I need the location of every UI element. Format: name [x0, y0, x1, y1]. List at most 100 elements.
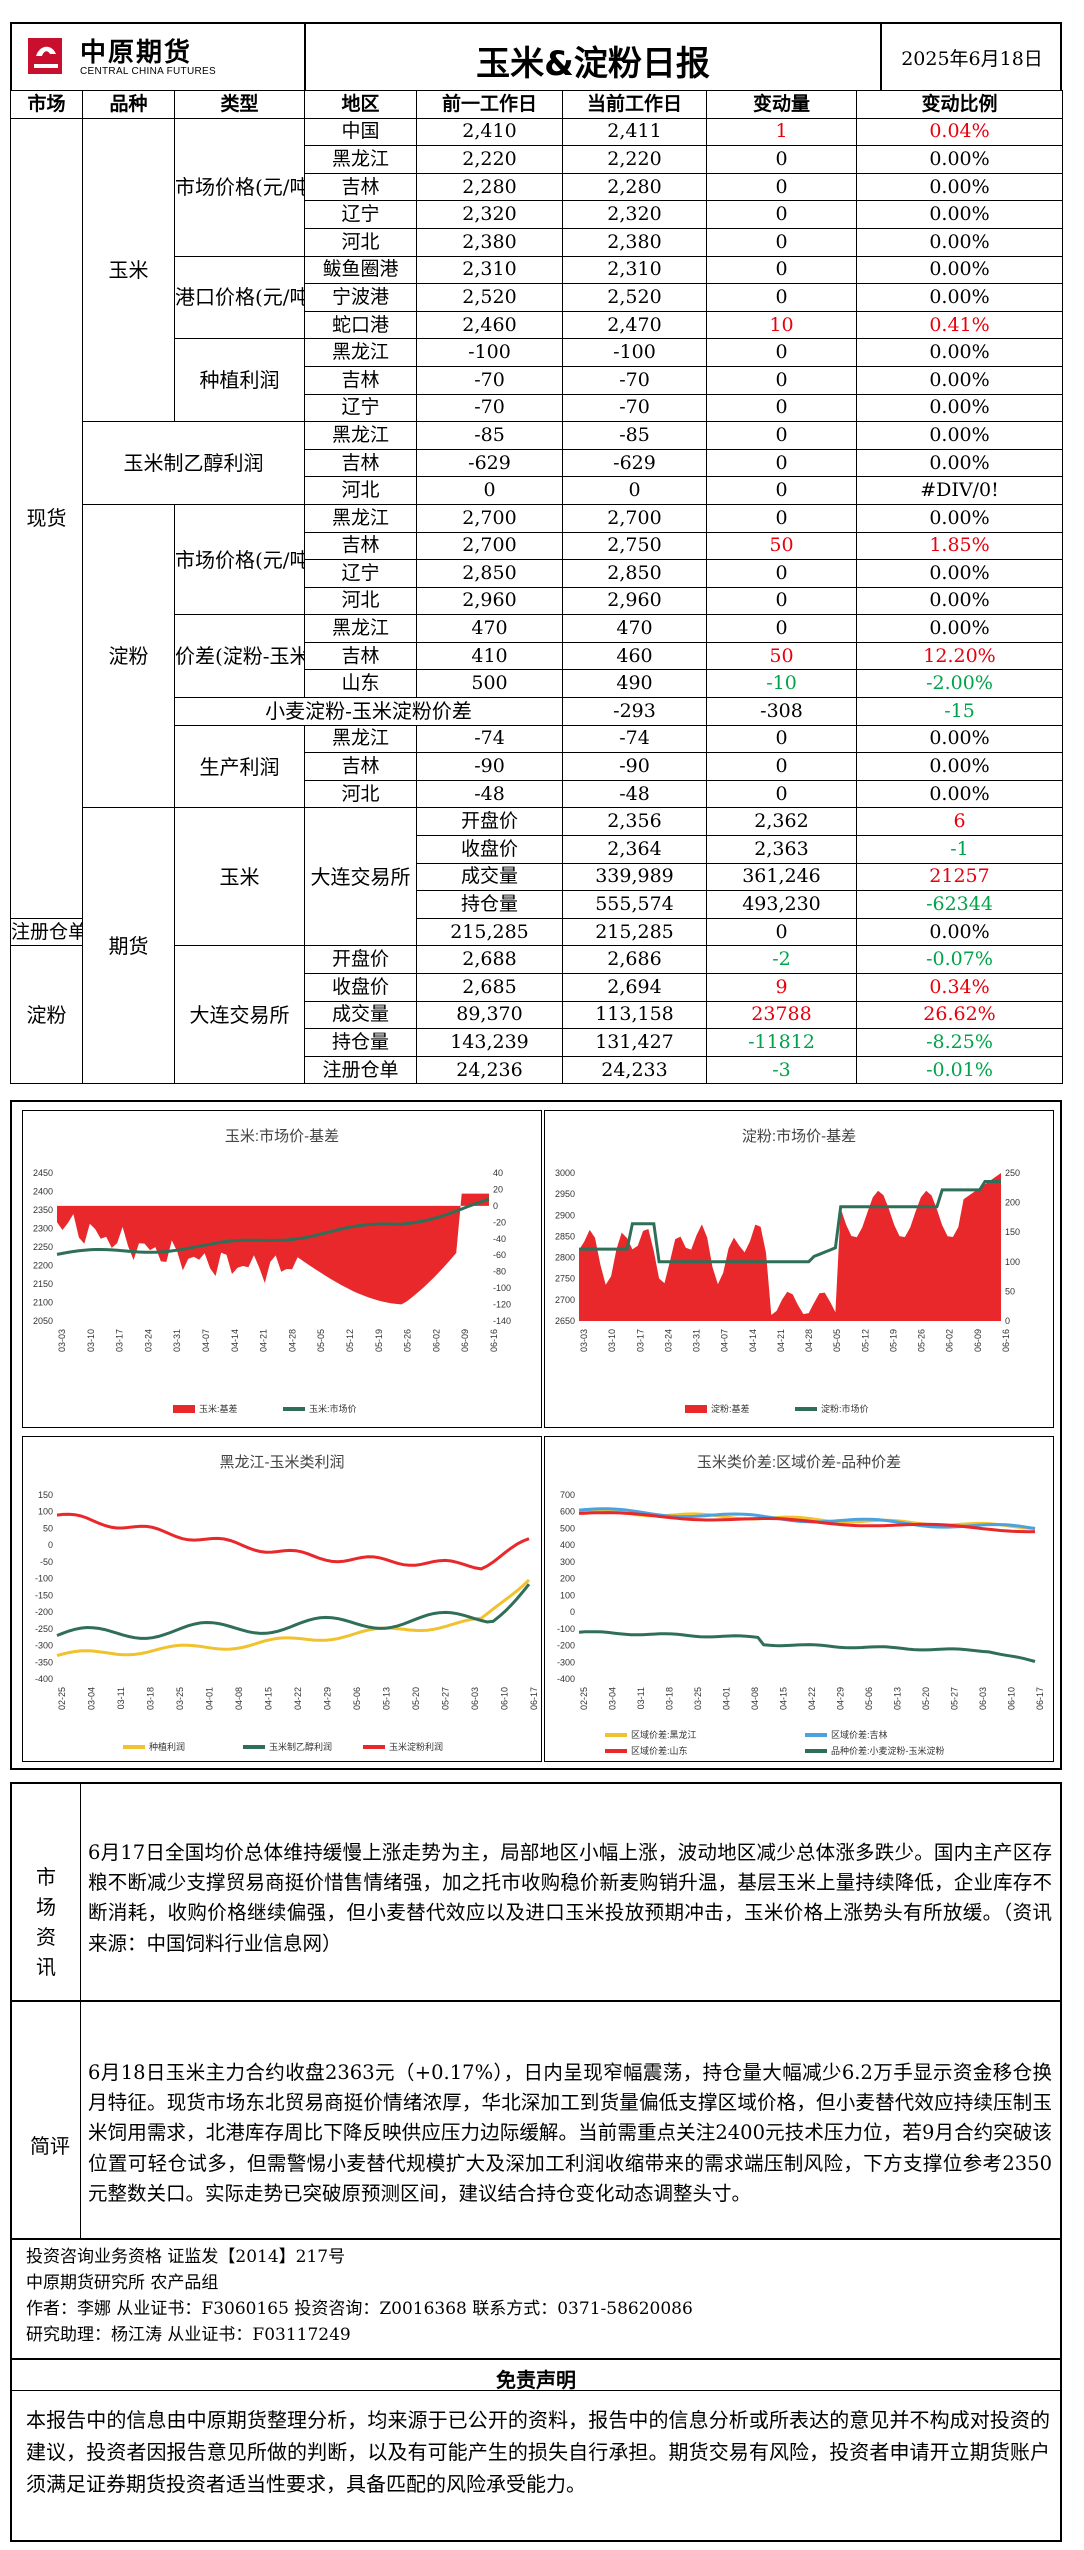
region-cell: 黑龙江	[304, 614, 417, 643]
curr-value: 361,246	[706, 862, 857, 892]
legend-label: 区域价差:山东	[631, 1745, 688, 1756]
change-pct: 0.00%	[856, 172, 1063, 202]
change-value: 0	[706, 476, 857, 505]
table-row: 吉林 -629 -629 0 0.00%	[11, 448, 1063, 478]
table-row: 现货 玉米 市场价格(元/吨) 中国 2,410 2,411 1 0.04%	[10, 117, 1063, 919]
curr-value: 2,686	[562, 945, 707, 974]
y-tick-label: 2100	[33, 1298, 53, 1308]
y-tick-label: -150	[35, 1590, 53, 1600]
disclaimer-section	[10, 2360, 1062, 2542]
change-pct: 0.00%	[856, 752, 1063, 781]
x-tick-label: 03-25	[175, 1687, 185, 1710]
change-pct: -0.01%	[856, 1055, 1063, 1085]
legend-label: 淀粉:市场价	[821, 1403, 869, 1414]
x-tick-label: 05-19	[888, 1329, 898, 1352]
curr-value: -48	[562, 779, 707, 809]
y2-tick-label: 100	[1005, 1257, 1020, 1267]
legend-label: 种植利润	[149, 1741, 185, 1752]
y2-tick-label: -120	[493, 1300, 511, 1310]
x-tick-label: 04-21	[259, 1329, 269, 1352]
report-date: 2025年6月18日	[901, 48, 1043, 70]
curr-value: 490	[562, 669, 707, 699]
y-tick-label: 2050	[33, 1316, 53, 1326]
wheat-starch-spread-line	[578, 1630, 1036, 1663]
y2-tick-label: 150	[1005, 1227, 1020, 1237]
x-tick-label: 03-17	[635, 1329, 645, 1352]
group-label: 小麦淀粉-玉米淀粉价差	[174, 697, 563, 726]
region-cell: 河北	[304, 476, 417, 505]
change-pct: 0.41%	[856, 310, 1063, 340]
change-pct: -0.07%	[856, 945, 1063, 974]
group-label: 大连交易所	[174, 945, 305, 1085]
change-value: 0	[706, 227, 857, 257]
y-tick-label: 0	[48, 1540, 53, 1550]
x-tick-label: 03-24	[143, 1329, 153, 1352]
region-cell: 吉林	[304, 172, 417, 202]
region-cell: 开盘价	[416, 807, 563, 837]
comment-text: 6月18日玉米主力合约收盘2363元（+0.17%），日内呈现窄幅震荡，持仓量大…	[88, 2061, 1052, 2205]
region-cell: 辽宁	[304, 559, 417, 588]
x-tick-label: 04-14	[748, 1329, 758, 1352]
table-row: 辽宁 2,850 2,850 0 0.00%	[11, 559, 1063, 588]
y-tick-label: -200	[557, 1641, 575, 1651]
prev-value: 470	[416, 614, 563, 643]
table-row: 价差(淀粉-玉米) 黑龙江 470 470 0 0.00%	[11, 614, 1063, 699]
chart-title: 淀粉:市场价-基差	[741, 1128, 857, 1145]
column-header: 变动比例	[856, 90, 1063, 119]
curr-value: 2,520	[562, 283, 707, 312]
y2-tick-label: 50	[1005, 1286, 1015, 1296]
column-header: 当前工作日	[562, 90, 707, 119]
logo: 中原期货 CENTRAL CHINA FUTURES	[22, 28, 292, 84]
change-value: 0	[706, 503, 857, 533]
region-cell: 收盘价	[304, 973, 417, 1002]
group-label: 玉米	[174, 807, 305, 947]
y-tick-label: 2850	[555, 1231, 575, 1241]
logo-en: CENTRAL CHINA FUTURES	[80, 66, 216, 77]
x-tick-label: 06-09	[973, 1329, 983, 1352]
prev-value: 0	[416, 476, 563, 505]
change-value: 50	[706, 531, 857, 561]
region-cell: 注册仓单	[10, 917, 83, 947]
x-tick-label: 06-03	[470, 1687, 480, 1710]
change-value: 0	[706, 724, 857, 754]
change-value: 50	[706, 641, 857, 671]
y-tick-label: 500	[560, 1523, 575, 1533]
y2-tick-label: -80	[493, 1267, 506, 1277]
x-tick-label: 04-07	[201, 1329, 211, 1352]
curr-value: 470	[562, 614, 707, 643]
change-pct: 0.00%	[856, 779, 1063, 809]
change-value: 9	[706, 973, 857, 1002]
x-tick-label: 05-19	[374, 1329, 384, 1352]
y-tick-label: 50	[43, 1523, 53, 1533]
y-tick-label: 600	[560, 1507, 575, 1517]
y2-tick-label: 250	[1005, 1168, 1020, 1178]
change-value: 0	[706, 586, 857, 616]
table-row: 生产利润 黑龙江 -74 -74 0 0.00%	[11, 724, 1063, 809]
prev-value: 143,239	[416, 1028, 563, 1057]
change-value: 0	[706, 393, 857, 423]
curr-value: -100	[562, 338, 707, 367]
x-tick-label: 04-29	[836, 1687, 846, 1710]
change-pct: 0.34%	[856, 973, 1063, 1002]
report-header	[10, 22, 1062, 90]
prev-value: 2,364	[562, 835, 707, 864]
y-tick-label: -100	[35, 1574, 53, 1584]
change-value: -15	[856, 697, 1063, 726]
curr-value: -74	[562, 724, 707, 754]
prev-value: 2,320	[416, 200, 563, 229]
y2-tick-label: -100	[493, 1283, 511, 1293]
curr-value: 24,233	[562, 1055, 707, 1085]
x-tick-label: 06-16	[489, 1329, 499, 1352]
x-tick-label: 03-18	[146, 1687, 156, 1710]
assistant: 研究助理：杨江涛 从业证书：F03117249	[26, 2325, 351, 2345]
table-row: 山东 500 490 -10 -2.00%	[11, 669, 1063, 699]
curr-value: -70	[562, 365, 707, 395]
region-cell: 黑龙江	[304, 421, 417, 450]
news-label: 市场资讯	[36, 1865, 56, 1979]
curr-value: 2,320	[562, 200, 707, 229]
y-tick-label: 2950	[555, 1189, 575, 1199]
prev-value: 2,310	[416, 255, 563, 285]
comment-label: 简评	[30, 2134, 70, 2158]
region-cell: 吉林	[304, 448, 417, 478]
